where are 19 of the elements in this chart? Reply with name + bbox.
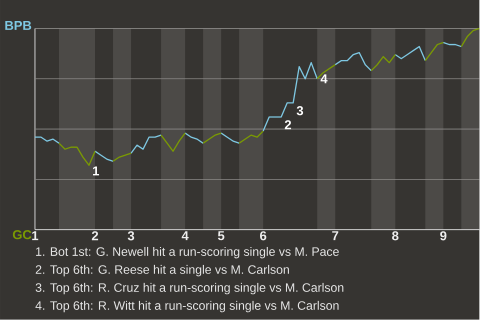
x-tick-label: 2 bbox=[92, 231, 98, 240]
x-tick-label: 3 bbox=[128, 231, 134, 241]
text: 2. Top 6th: G. Reese hit a single vs M. Carlson bbox=[36, 265, 289, 277]
x-tick-label: 9 bbox=[440, 231, 446, 241]
annotation: 1 bbox=[93, 166, 100, 176]
x-tick-label: 8 bbox=[392, 231, 398, 241]
x-tick-label: 1 bbox=[32, 231, 38, 240]
text: 1. Bot 1st: G. Newell hit a run-scoring single vs M. Pace bbox=[36, 247, 339, 259]
text: 4. Top 6th: R. Witt hit a run-scoring single vs M. Carlson bbox=[35, 301, 339, 313]
x-tick-label: 7 bbox=[332, 231, 338, 240]
x-tick-label: 5 bbox=[218, 231, 224, 240]
annotation: 2 bbox=[284, 120, 292, 130]
text: 3. Top 6th: R. Cruz hit a run-scoring single vs M. Carlson bbox=[36, 283, 344, 295]
x-tick-label: 4 bbox=[182, 231, 189, 240]
x-tick-label: 6 bbox=[260, 231, 266, 241]
annotation: 3 bbox=[296, 106, 304, 116]
text: BPB bbox=[5, 21, 32, 30]
annotation: 4 bbox=[320, 74, 328, 84]
text: GC bbox=[12, 230, 32, 240]
